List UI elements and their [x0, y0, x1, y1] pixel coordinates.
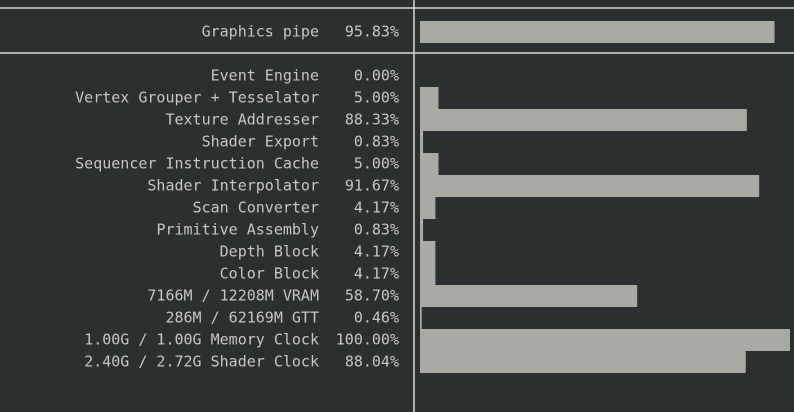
row-label: Shader Export — [202, 133, 319, 151]
row-label: Scan Converter — [193, 199, 319, 217]
row-percent: 4.17% — [354, 265, 399, 283]
row-percent: 4.17% — [354, 199, 399, 217]
row-percent: 4.17% — [354, 243, 399, 261]
row-percent: 0.83% — [354, 133, 399, 151]
row-percent: 88.04% — [345, 353, 399, 371]
row-label: Event Engine — [211, 67, 319, 85]
row-percent: 88.33% — [345, 111, 399, 129]
row-percent: 0.00% — [354, 67, 399, 85]
usage-bar — [420, 351, 746, 373]
row-label: Shader Interpolator — [147, 177, 319, 195]
usage-bar — [420, 21, 775, 43]
usage-bar — [420, 219, 424, 241]
usage-bar — [420, 109, 747, 131]
row-label: 1.00G / 1.00G Memory Clock — [84, 331, 319, 349]
row-label: Sequencer Instruction Cache — [75, 155, 319, 173]
usage-bar — [420, 263, 436, 285]
row-percent: 95.83% — [345, 23, 399, 41]
usage-bar — [420, 131, 424, 153]
row-percent: 5.00% — [354, 89, 399, 107]
usage-bar — [420, 197, 436, 219]
usage-bar — [420, 241, 436, 263]
row-percent: 5.00% — [354, 155, 399, 173]
usage-bar — [420, 87, 439, 109]
row-label: 2.40G / 2.72G Shader Clock — [84, 353, 319, 371]
usage-bar — [420, 175, 760, 197]
row-label: 286M / 62169M GTT — [165, 309, 319, 327]
row-percent: 0.46% — [354, 309, 399, 327]
row-percent: 58.70% — [345, 287, 399, 305]
row-percent: 91.67% — [345, 177, 399, 195]
row-label: Primitive Assembly — [156, 221, 319, 239]
usage-bar — [420, 329, 790, 351]
row-percent: 100.00% — [336, 331, 399, 349]
row-label: 7166M / 12208M VRAM — [147, 287, 319, 305]
row-label: Graphics pipe — [202, 23, 319, 41]
row-percent: 0.83% — [354, 221, 399, 239]
row-label: Color Block — [220, 265, 319, 283]
row-label: Depth Block — [220, 243, 319, 261]
row-label: Texture Addresser — [165, 111, 319, 129]
usage-bar — [420, 285, 638, 307]
row-label: Vertex Grouper + Tesselator — [75, 89, 319, 107]
usage-bar — [420, 307, 422, 329]
usage-bar — [420, 153, 439, 175]
